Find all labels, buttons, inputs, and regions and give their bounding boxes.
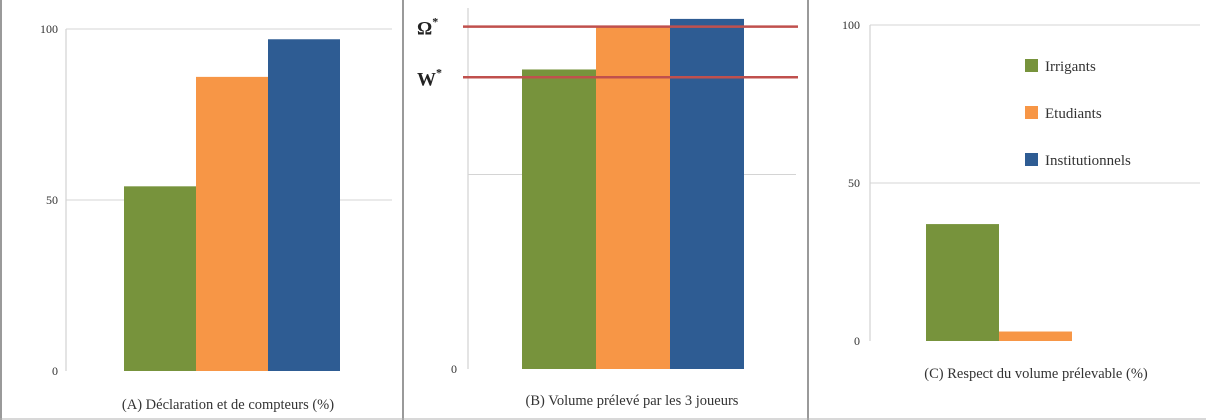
bar-irrigants bbox=[522, 69, 596, 369]
bar-etudiants bbox=[196, 76, 268, 371]
legend-label-irrigants: Irrigants bbox=[1045, 59, 1096, 75]
ytick-label: 0 bbox=[854, 334, 860, 348]
reference-line-label: W* bbox=[417, 65, 442, 90]
bar-etudiants bbox=[596, 26, 670, 370]
xlabel-a: (A) Déclaration et de compteurs (%) bbox=[122, 397, 334, 413]
yticks-b: 0 bbox=[451, 362, 457, 376]
reference-line-label: Ω* bbox=[417, 15, 438, 40]
reference-line-superscript: * bbox=[436, 65, 442, 79]
bars-c bbox=[926, 224, 1072, 341]
bar-etudiants bbox=[999, 331, 1072, 341]
legend-swatch-etudiants bbox=[1025, 106, 1038, 119]
gridlines-c bbox=[869, 24, 1200, 341]
ytick-label: 0 bbox=[451, 362, 457, 376]
bar-institutionnels bbox=[670, 18, 744, 370]
ytick-label: 50 bbox=[46, 193, 58, 207]
xlabel-c: (C) Respect du volume prélevable (%) bbox=[924, 366, 1148, 382]
yticks-c: 0 50 100 bbox=[842, 18, 860, 348]
legend-label-institutionnels: Institutionnels bbox=[1045, 153, 1131, 169]
legend-c: Irrigants Etudiants Institutionnels bbox=[1025, 59, 1131, 169]
ytick-label: 100 bbox=[842, 18, 860, 32]
bar-institutionnels bbox=[268, 39, 340, 371]
ytick-label: 0 bbox=[52, 364, 58, 378]
chart-panel-c: 0 50 100 Irrigants Etudiants Institutionnels… bbox=[842, 18, 1200, 382]
bars-a bbox=[124, 39, 340, 371]
legend-swatch-irrigants bbox=[1025, 59, 1038, 72]
xlabel-b: (B) Volume prélevé par les 3 joueurs bbox=[526, 393, 739, 409]
reference-line-superscript: * bbox=[432, 15, 438, 29]
reference-lines-b: Ω* W* bbox=[417, 15, 798, 90]
ytick-label: 100 bbox=[40, 22, 58, 36]
bar-irrigants bbox=[926, 224, 999, 341]
bars-b bbox=[522, 18, 744, 370]
chart-panel-b: Ω* W* 0 (B) Volume prélevé par les 3 joue… bbox=[417, 8, 798, 409]
legend-label-etudiants: Etudiants bbox=[1045, 106, 1102, 122]
chart-panel-a: 0 50 100 (A) Déclaration et de compteurs (… bbox=[40, 22, 392, 413]
yticks-a: 0 50 100 bbox=[40, 22, 58, 378]
ytick-label: 50 bbox=[848, 176, 860, 190]
bar-irrigants bbox=[124, 186, 196, 371]
legend-swatch-institutionnels bbox=[1025, 153, 1038, 166]
